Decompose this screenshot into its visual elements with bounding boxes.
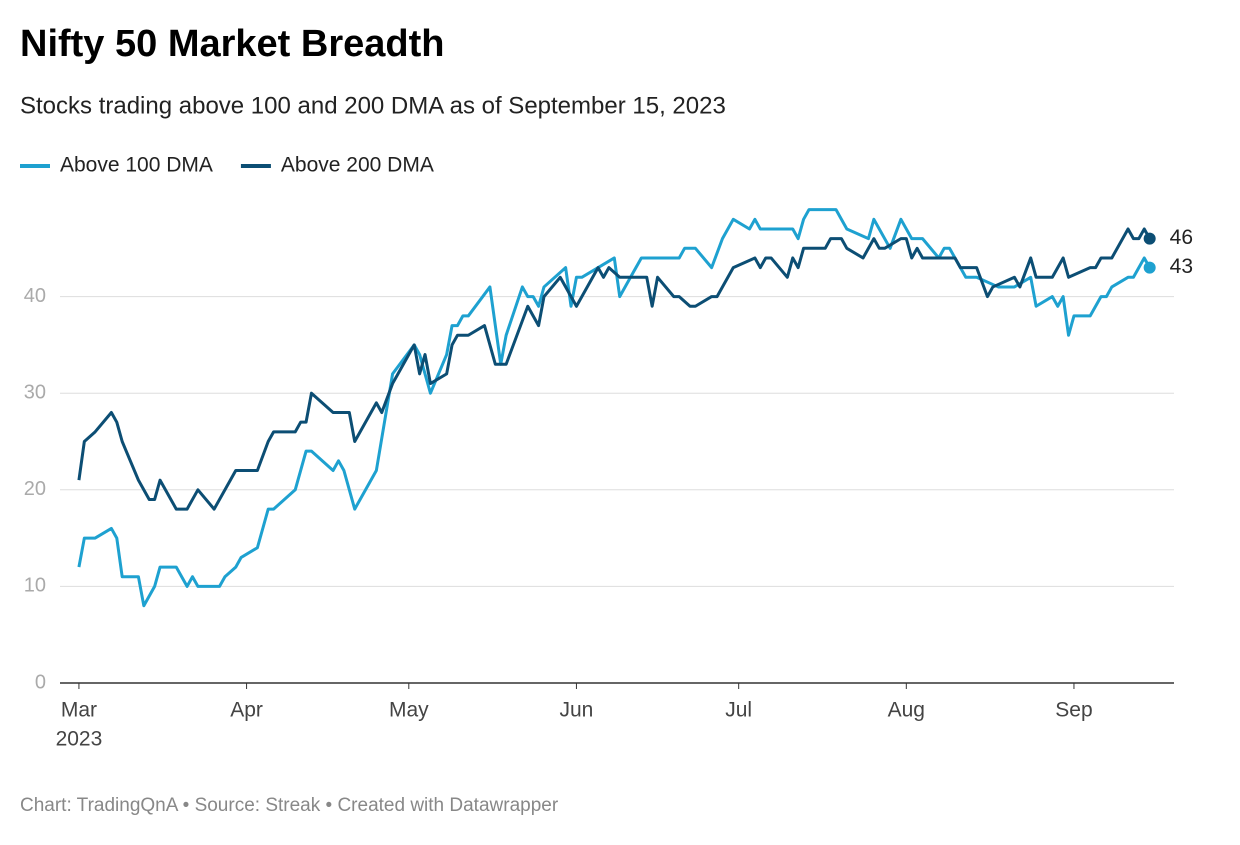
end-label: 46 [1170,226,1193,249]
chart-title: Nifty 50 Market Breadth [20,23,444,65]
legend-label: Above 200 DMA [281,154,434,177]
chart-footer: Chart: TradingQnA • Source: Streak • Cre… [20,795,559,816]
x-tick-label: Aug [888,699,925,722]
y-tick-label: 30 [24,381,46,403]
x-tick-label: Sep [1055,699,1092,722]
x-year-label: 2023 [56,728,103,751]
series-line [77,227,1151,511]
x-tick-label: Apr [230,699,263,722]
end-label: 43 [1170,255,1193,278]
legend-label: Above 100 DMA [60,154,213,177]
series-line [77,208,1151,608]
end-dot [1143,232,1156,245]
x-tick-label: Mar [61,699,97,722]
y-tick-label: 10 [24,575,46,597]
end-dot [1143,261,1156,274]
y-tick-label: 40 [24,285,46,307]
x-tick-label: Jul [725,699,752,722]
y-tick-label: 20 [24,478,46,500]
chart-subtitle: Stocks trading above 100 and 200 DMA as … [20,92,726,119]
x-tick-label: May [389,699,429,722]
y-tick-label: 0 [35,671,46,693]
x-tick-label: Jun [560,699,594,722]
